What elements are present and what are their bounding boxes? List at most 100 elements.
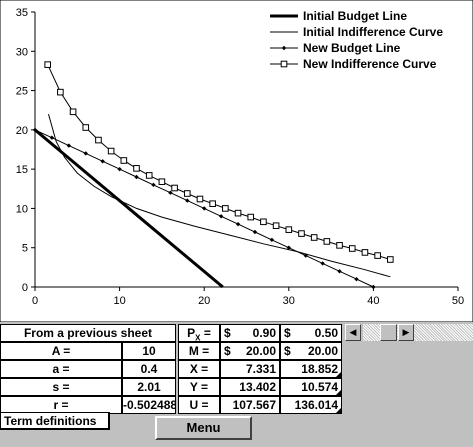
- y-tick-label: 10: [16, 203, 28, 215]
- data-point-new-indifference-curve: [57, 88, 64, 96]
- param-label-r: r =: [0, 396, 122, 414]
- y-tick-label: 5: [22, 243, 28, 255]
- data-point-new-budget-line: [66, 143, 72, 148]
- data-point-new-budget-line: [286, 245, 291, 250]
- x-initial: 7.331: [220, 360, 280, 378]
- scroll-left-button[interactable]: ◀: [345, 324, 361, 341]
- data-point-new-budget-line: [371, 284, 376, 290]
- y-new-value: 10.574: [301, 380, 338, 394]
- data-point-new-indifference-curve: [310, 234, 318, 241]
- x-tick-label: 50: [452, 295, 464, 307]
- param-value-r: -0.502488: [122, 396, 176, 414]
- data-point-new-indifference-curve: [44, 61, 51, 68]
- arrow-right-icon: ▶: [402, 327, 410, 337]
- param-value-a: 0.4: [122, 360, 176, 378]
- y-tick-label: 30: [16, 46, 28, 58]
- chart-area: [0, 0, 473, 322]
- data-point-new-indifference-curve: [387, 256, 394, 263]
- data-point-new-budget-line: [218, 214, 224, 219]
- data-point-new-indifference-curve: [120, 157, 128, 164]
- economics-chart: 0 5 10 15 20 25 30 35 0 10 20 30 40 50 Initial Budget…: [0, 0, 473, 322]
- data-point-new-indifference-curve: [133, 165, 140, 172]
- data-point-new-budget-line: [83, 151, 88, 156]
- param-label-a-upper: A =: [0, 342, 122, 360]
- x-tick-label: 20: [198, 295, 210, 307]
- header-previous-sheet: From a previous sheet: [0, 324, 176, 342]
- data-point-new-indifference-curve: [222, 205, 229, 212]
- data-point-new-indifference-curve: [348, 245, 356, 252]
- y-tick-label: 25: [16, 86, 28, 98]
- param-label-s: s =: [0, 378, 122, 396]
- param-value-s: 2.01: [122, 378, 176, 396]
- data-point-new-indifference-curve: [285, 226, 293, 233]
- data-point-new-budget-line: [100, 159, 105, 164]
- price-initial-value: 0.90: [252, 326, 276, 340]
- x-tick-label: 10: [113, 295, 125, 307]
- data-point-new-indifference-curve: [361, 249, 369, 256]
- key-x: X =: [178, 360, 220, 378]
- price-initial: $ 0.90: [220, 324, 280, 342]
- arrow-left-icon: ◀: [349, 327, 357, 337]
- m-initial-value: 20.00: [245, 344, 276, 358]
- menu-button[interactable]: Menu: [155, 416, 252, 440]
- legend-entry-new-budget-line: New Budget Line: [303, 41, 401, 55]
- x-tick-label: 30: [283, 295, 295, 307]
- data-point-new-indifference-curve: [69, 108, 77, 116]
- m-new-value: 20.00: [307, 344, 338, 358]
- scroll-thumb[interactable]: [380, 324, 397, 341]
- m-new: $ 20.00: [280, 342, 342, 360]
- key-m: M =: [178, 342, 220, 360]
- x-new: 18.852: [280, 360, 342, 378]
- x-tick-label: 0: [32, 295, 38, 307]
- data-point-new-indifference-curve: [158, 178, 166, 186]
- currency-symbol: $: [284, 344, 291, 358]
- series-line-new-indifference-curve: [47, 64, 391, 260]
- data-point-new-budget-line: [151, 182, 156, 188]
- currency-symbol: $: [224, 326, 231, 340]
- data-point-new-budget-line: [185, 198, 190, 203]
- data-point-new-budget-line: [235, 221, 241, 227]
- data-point-new-indifference-curve: [298, 230, 305, 237]
- param-value-a-upper: 10: [122, 342, 176, 360]
- corner-marker: [336, 408, 341, 413]
- data-point-new-budget-line: [117, 166, 122, 172]
- y-initial: 13.402: [220, 378, 280, 396]
- series-line-initial-indifference-curve: [48, 113, 391, 278]
- data-point-new-indifference-curve: [145, 172, 153, 179]
- price-label: P: [187, 326, 196, 340]
- legend-entry-new-indifference-curve: New Indifference Curve: [303, 57, 437, 71]
- data-point-new-indifference-curve: [374, 252, 381, 259]
- term-definitions-button[interactable]: Term definitions: [0, 412, 110, 430]
- price-new-value: 0.50: [314, 326, 338, 340]
- data-point-new-budget-line: [168, 190, 173, 195]
- u-new-value: 136.014: [294, 398, 338, 412]
- data-point-new-indifference-curve: [183, 190, 191, 197]
- m-initial: $ 20.00: [220, 342, 280, 360]
- scroll-right-button[interactable]: ▶: [398, 324, 414, 341]
- data-point-new-indifference-curve: [272, 222, 280, 230]
- data-point-new-budget-line: [337, 269, 342, 274]
- data-point-new-budget-line: [320, 261, 325, 266]
- legend-entry-initial-budget-line: Initial Budget Line: [303, 9, 407, 23]
- header-price-x: PX =: [178, 324, 220, 342]
- data-point-new-indifference-curve: [247, 213, 255, 221]
- x-new-value: 18.852: [301, 362, 338, 376]
- chart-legend: Initial Budget Line Initial Indifference …: [270, 9, 443, 71]
- data-point-new-budget-line: [252, 229, 258, 235]
- data-point-new-indifference-curve: [336, 242, 343, 249]
- y-tick-label: 15: [16, 164, 28, 176]
- data-point-new-indifference-curve: [196, 195, 204, 203]
- x-tick-label: 40: [367, 295, 379, 307]
- param-label-a: a =: [0, 360, 122, 378]
- key-y: Y =: [178, 378, 220, 396]
- legend-entry-initial-indifference-curve: Initial Indifference Curve: [303, 25, 443, 39]
- series-initial-budget-line: [34, 128, 224, 289]
- y-tick-label: 20: [16, 125, 28, 137]
- corner-marker: [336, 390, 341, 395]
- currency-symbol: $: [284, 326, 291, 340]
- series-new-budget-line: [32, 127, 376, 290]
- data-point-new-indifference-curve: [171, 184, 178, 192]
- y-new: 10.574: [280, 378, 342, 396]
- y-tick-label: 0: [22, 282, 28, 294]
- data-point-new-budget-line: [134, 174, 139, 180]
